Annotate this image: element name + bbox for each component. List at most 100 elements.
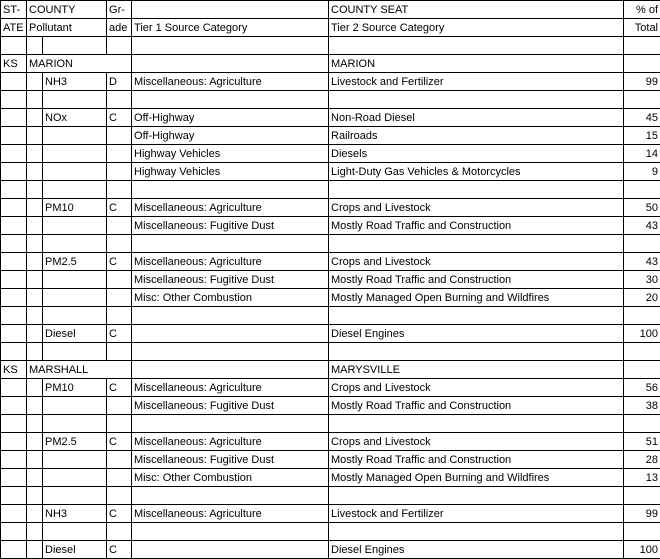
cell <box>27 145 43 163</box>
cell: Miscellaneous: Agriculture <box>132 73 329 91</box>
cell: Highway Vehicles <box>132 145 329 163</box>
cell <box>27 541 43 559</box>
cell: Miscellaneous: Fugitive Dust <box>132 397 329 415</box>
cell: Off-Highway <box>132 109 329 127</box>
cell <box>1 91 27 109</box>
cell-state: KS <box>1 361 27 379</box>
cell: NH3 <box>43 505 107 523</box>
cell <box>43 145 107 163</box>
cell <box>329 235 624 253</box>
cell <box>132 487 329 505</box>
cell: 30 <box>624 271 660 289</box>
cell <box>27 127 43 145</box>
cell: 13 <box>624 469 660 487</box>
cell <box>624 91 660 109</box>
cell <box>624 523 660 541</box>
cell <box>107 523 132 541</box>
cell <box>1 307 27 325</box>
cell: C <box>107 253 132 271</box>
cell <box>132 541 329 559</box>
cell <box>624 487 660 505</box>
cell <box>132 343 329 361</box>
cell <box>132 415 329 433</box>
cell: Miscellaneous: Agriculture <box>132 253 329 271</box>
cell <box>43 91 107 109</box>
cell <box>27 487 43 505</box>
cell: Mostly Managed Open Burning and Wildfire… <box>329 469 624 487</box>
table-row: Misc: Other CombustionMostly Managed Ope… <box>1 469 660 487</box>
cell <box>107 217 132 235</box>
table-row: NOxCOff-HighwayNon-Road Diesel45 <box>1 109 660 127</box>
cell <box>132 37 329 55</box>
cell <box>27 397 43 415</box>
cell <box>1 127 27 145</box>
cell: C <box>107 379 132 397</box>
header-row-2: ATE Pollutant ade Tier 1 Source Category… <box>1 19 660 37</box>
cell: Mostly Road Traffic and Construction <box>329 451 624 469</box>
cell: Railroads <box>329 127 624 145</box>
cell: 99 <box>624 505 660 523</box>
table-row: KSMARIONMARION <box>1 55 660 73</box>
cell <box>27 37 43 55</box>
cell: Diesel Engines <box>329 541 624 559</box>
table-row: DieselCDiesel Engines100 <box>1 541 660 559</box>
cell <box>1 163 27 181</box>
cell-tier1 <box>132 55 329 73</box>
cell <box>329 415 624 433</box>
cell: C <box>107 541 132 559</box>
table-row: PM2.5CMiscellaneous: AgricultureCrops an… <box>1 253 660 271</box>
cell <box>107 235 132 253</box>
cell <box>27 73 43 91</box>
cell <box>43 397 107 415</box>
cell <box>1 145 27 163</box>
cell <box>107 181 132 199</box>
cell: Misc: Other Combustion <box>132 289 329 307</box>
cell <box>43 289 107 307</box>
cell <box>1 523 27 541</box>
cell-seat: MARION <box>329 55 624 73</box>
cell: 43 <box>624 253 660 271</box>
cell <box>1 433 27 451</box>
cell: Miscellaneous: Agriculture <box>132 379 329 397</box>
cell: 51 <box>624 433 660 451</box>
cell <box>107 451 132 469</box>
cell <box>27 91 43 109</box>
cell: Crops and Livestock <box>329 379 624 397</box>
cell <box>27 343 43 361</box>
cell: PM2.5 <box>43 433 107 451</box>
cell: 20 <box>624 289 660 307</box>
cell <box>27 451 43 469</box>
cell <box>624 343 660 361</box>
cell: Diesels <box>329 145 624 163</box>
table-row: Miscellaneous: Fugitive DustMostly Road … <box>1 217 660 235</box>
cell-pct <box>624 361 660 379</box>
hdr-total: Total <box>624 19 660 37</box>
cell: 15 <box>624 127 660 145</box>
cell <box>132 307 329 325</box>
cell: Miscellaneous: Agriculture <box>132 505 329 523</box>
cell <box>1 253 27 271</box>
cell <box>107 145 132 163</box>
table-row <box>1 37 660 55</box>
table-row <box>1 487 660 505</box>
hdr-grade-1: Gr- <box>107 1 132 19</box>
table-row <box>1 235 660 253</box>
cell <box>1 451 27 469</box>
cell: PM10 <box>43 199 107 217</box>
cell <box>43 37 107 55</box>
cell: Miscellaneous: Fugitive Dust <box>132 217 329 235</box>
table-row: Misc: Other CombustionMostly Managed Ope… <box>1 289 660 307</box>
cell <box>1 325 27 343</box>
cell <box>43 343 107 361</box>
hdr-grade-2: ade <box>107 19 132 37</box>
cell <box>43 163 107 181</box>
cell <box>329 37 624 55</box>
cell <box>107 487 132 505</box>
hdr-tier1: Tier 1 Source Category <box>132 19 329 37</box>
table-row: Miscellaneous: Fugitive DustMostly Road … <box>1 451 660 469</box>
cell <box>107 37 132 55</box>
header-row-1: ST- COUNTY Gr- COUNTY SEAT % of <box>1 1 660 19</box>
cell <box>107 163 132 181</box>
hdr-tier2: Tier 2 Source Category <box>329 19 624 37</box>
cell: 9 <box>624 163 660 181</box>
